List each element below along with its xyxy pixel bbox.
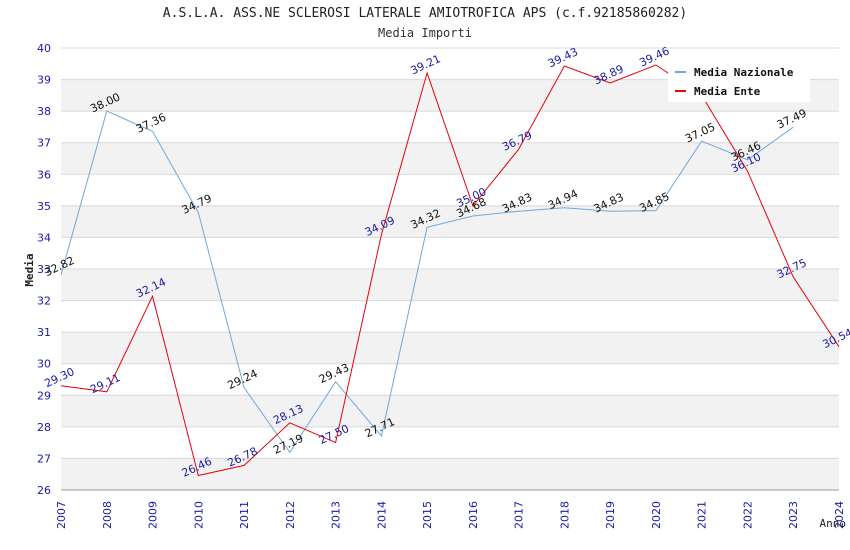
y-tick-label: 34 (37, 231, 51, 244)
y-tick-label: 33 (37, 263, 51, 276)
y-tick-label: 27 (37, 452, 51, 465)
x-tick-label: 2022 (741, 501, 754, 529)
grid-band (61, 363, 839, 396)
grid-band (61, 426, 839, 459)
y-tick-label: 37 (37, 137, 51, 150)
y-tick-label: 26 (37, 484, 51, 497)
x-tick-label: 2020 (650, 501, 663, 529)
y-tick-label: 40 (37, 42, 51, 55)
y-tick-label: 35 (37, 200, 51, 213)
x-tick-label: 2015 (421, 501, 434, 529)
legend-label: Media Ente (694, 85, 761, 98)
x-tick-label: 2013 (330, 501, 343, 529)
legend: Media Nazionale Media Ente (668, 60, 810, 102)
x-tick-label: 2012 (284, 501, 297, 529)
y-tick-label: 30 (37, 358, 51, 371)
x-tick-label: 2021 (696, 501, 709, 529)
series-line (60, 64, 840, 477)
series-lines (60, 64, 840, 477)
chart-title: A.S.L.A. ASS.NE SCLEROSI LATERALE AMIOTR… (162, 6, 688, 21)
x-tick-label: 2010 (192, 501, 205, 529)
y-tick-label: 38 (37, 105, 51, 118)
grid-band (61, 269, 839, 301)
x-tick-label: 2019 (604, 501, 617, 529)
x-axis-ticks: 2007 2008 2009 2010 2011 2012 2013 2014 2015 2016… (55, 501, 846, 529)
grid-band (61, 174, 839, 206)
chart-subtitle: Media Importi (378, 26, 472, 40)
x-tick-label: 2011 (238, 501, 251, 529)
x-axis-label: Anno (820, 517, 847, 530)
grid-band (61, 395, 839, 427)
y-tick-label: 31 (37, 326, 51, 339)
x-tick-label: 2017 (513, 501, 526, 529)
x-tick-label: 2014 (375, 501, 388, 529)
grid-band (61, 142, 839, 175)
x-tick-label: 2009 (147, 501, 160, 529)
x-tick-label: 2023 (787, 501, 800, 529)
y-tick-label: 29 (37, 389, 51, 402)
grid-band (61, 332, 839, 364)
legend-box (668, 60, 810, 102)
grid-bands (61, 48, 839, 490)
x-tick-label: 2016 (467, 501, 480, 529)
x-tick-label: 2007 (55, 501, 68, 529)
y-axis-label: Media (23, 253, 36, 286)
grid-band (61, 111, 839, 143)
y-tick-label: 28 (37, 421, 51, 434)
y-tick-label: 39 (37, 74, 51, 87)
y-tick-label: 36 (37, 168, 51, 181)
grid-band (61, 237, 839, 269)
x-tick-label: 2008 (101, 501, 114, 529)
legend-label: Media Nazionale (694, 66, 794, 79)
y-tick-label: 32 (37, 295, 51, 308)
grid-band (61, 458, 839, 490)
grid-band (61, 300, 839, 333)
y-axis-ticks: 26 27 28 29 30 31 32 33 34 35 36 37 38 39 40 (37, 42, 51, 497)
x-tick-label: 2024 (833, 501, 846, 529)
series-line (60, 110, 794, 454)
x-tick-label: 2018 (558, 501, 571, 529)
